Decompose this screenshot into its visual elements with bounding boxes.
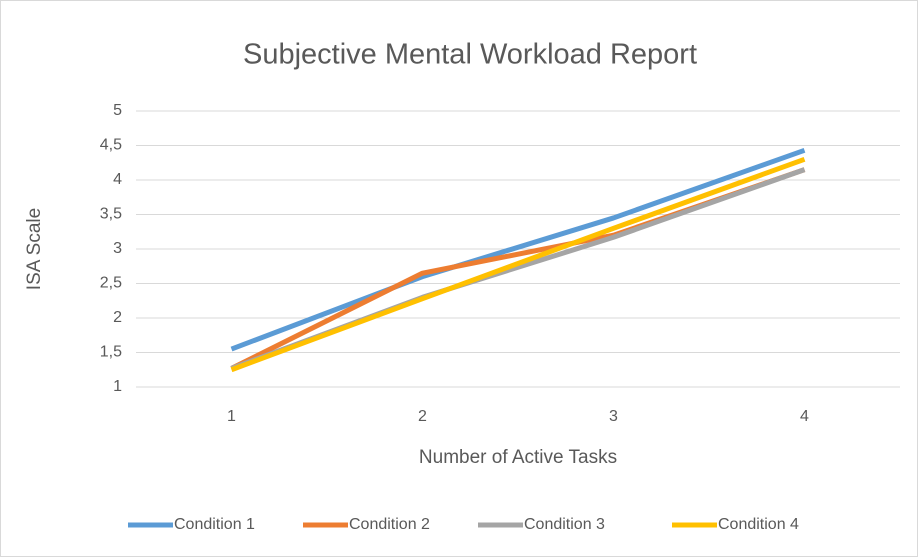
y-tick-label: 5 xyxy=(113,102,122,119)
legend-label: Condition 2 xyxy=(349,516,430,533)
x-tick-label: 2 xyxy=(418,408,427,425)
y-tick-label: 3,5 xyxy=(100,206,122,223)
legend-label: Condition 3 xyxy=(524,516,605,533)
y-tick-label: 1,5 xyxy=(100,344,122,361)
x-tick-label: 3 xyxy=(609,408,618,425)
x-axis-label: Number of Active Tasks xyxy=(419,447,617,468)
legend-label: Condition 4 xyxy=(718,516,799,533)
y-tick-label: 4 xyxy=(113,171,122,188)
y-tick-label: 1 xyxy=(113,378,122,395)
y-tick-label: 4,5 xyxy=(100,137,122,154)
y-tick-label: 2 xyxy=(113,309,122,326)
y-tick-label: 3 xyxy=(113,240,122,257)
series-line xyxy=(230,156,806,373)
series-line xyxy=(230,147,806,352)
chart-title: Subjective Mental Workload Report xyxy=(243,39,697,71)
y-tick-label: 2,5 xyxy=(100,275,122,292)
legend-label: Condition 1 xyxy=(174,516,255,533)
x-tick-label: 4 xyxy=(800,408,809,425)
x-tick-label: 1 xyxy=(227,408,236,425)
y-axis-label: ISA Scale xyxy=(24,208,45,290)
